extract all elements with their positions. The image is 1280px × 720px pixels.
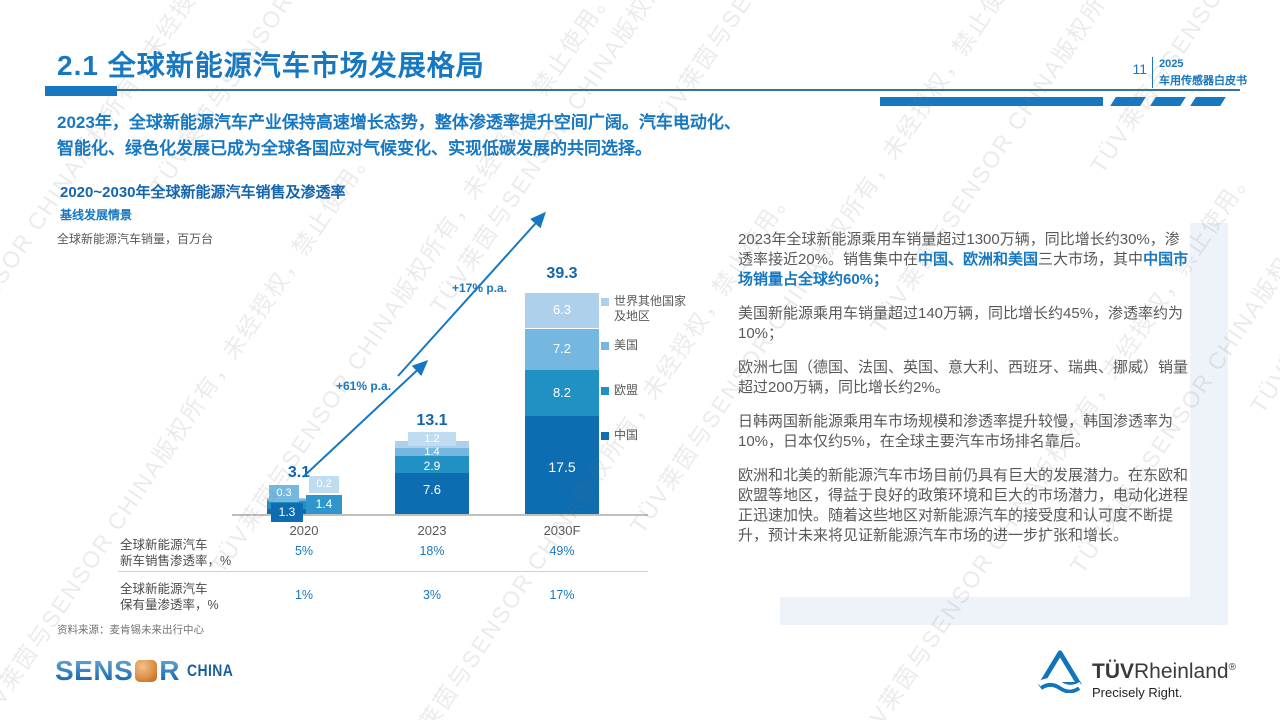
x-tick-2023: 2023 <box>417 523 447 538</box>
total-label-2030: 39.3 <box>546 265 578 282</box>
sensor-logo-o-icon <box>135 660 158 682</box>
x-tick-2030: 2030F <box>543 523 581 538</box>
page-number: 11 <box>1132 61 1147 77</box>
p1-highlight-markets: 中国、欧洲和美国 <box>918 251 1039 268</box>
p1-highlight-china-share: 中国市场销量占全球约60%； <box>738 251 1189 288</box>
legend-entry-china: 中国 <box>601 428 701 443</box>
chart-scenario-label: 基线发展情景 <box>60 208 133 222</box>
legend-label-china: 中国 <box>614 428 639 442</box>
chart-unit-label: 全球新能源汽车销量，百万台 <box>57 232 214 246</box>
table-row2-value-2023: 3% <box>422 588 442 602</box>
sensor-logo-text-r: R <box>159 655 180 686</box>
table-row1-label-line1: 全球新能源汽车 <box>120 538 208 552</box>
p1-text-c: 三大市场，其中 <box>1038 251 1144 268</box>
bar-segment-2023-美国 <box>395 448 469 457</box>
x-tick-2020: 2020 <box>289 523 319 538</box>
legend-swatch-row <box>601 298 609 306</box>
page-title: 2.1 全球新能源汽车市场发展格局 <box>57 50 485 81</box>
table-row1-label: 全球新能源汽车 新车销售渗透率，% <box>120 537 250 569</box>
whitepaper-name: 车用传感器白皮书 <box>1159 75 1247 87</box>
tuv-rheinland-logo: TÜVRheinland® Precisely Right. <box>1037 649 1236 700</box>
p1-text-a: 2023年全球新能源乘用车销量超过1300万辆，同比增长约30%，渗透率接近20… <box>738 231 1180 268</box>
table-row1-value-2023: 18% <box>419 544 445 558</box>
bar-segment-2020-欧盟 <box>267 500 341 509</box>
total-label-2023: 13.1 <box>416 412 448 429</box>
value-label-eu-2030: 8.2 <box>552 385 572 400</box>
table-row2-label-line2: 保有量渗透率，% <box>120 598 219 612</box>
bar-segment-2030F-中国 <box>525 416 599 517</box>
sensor-china-logo: SENS R CHINA <box>55 655 243 687</box>
bar-segment-2023-中国 <box>395 472 469 516</box>
table-row1-value-2030: 49% <box>549 544 575 558</box>
tuv-brand-name: TÜVRheinland® <box>1092 657 1236 683</box>
analysis-text-card: 2023年全球新能源乘用车销量超过1300万辆，同比增长约30%，渗透率接近20… <box>735 222 1190 597</box>
table-row1-label-line2: 新车销售渗透率，% <box>120 554 232 568</box>
analysis-paragraph-3: 欧洲七国（德国、法国、英国、意大利、西班牙、瑞典、挪威）销量超过200万辆，同比… <box>738 359 1189 396</box>
legend-entry-row: 世界其他国家及地区 <box>601 294 701 324</box>
value-label-eu-2023: 2.9 <box>423 459 441 473</box>
sensor-logo-text-sens: SENS <box>55 655 134 686</box>
value-label-china-2030: 17.5 <box>548 459 576 475</box>
value-chip-us-2020: 0.3 <box>269 485 299 502</box>
growth-label-17: +17% p.a. <box>452 281 508 295</box>
title-underline-accent <box>45 86 117 96</box>
legend-entry-us: 美国 <box>601 338 701 353</box>
legend-swatch-china <box>601 432 609 440</box>
legend-label-eu: 欧盟 <box>614 383 639 397</box>
table-row2-label-line1: 全球新能源汽车 <box>120 582 208 596</box>
analysis-paragraph-2: 美国新能源乘用车销量超过140万辆，同比增长约45%，渗透率约为10%； <box>738 305 1184 342</box>
value-chip-row-2023: 1.2 <box>408 432 456 446</box>
tuv-brand-bold: TÜV <box>1092 660 1134 683</box>
tuv-reg-mark: ® <box>1228 662 1236 673</box>
value-chip-row-2020: 0.2 <box>309 476 339 493</box>
title-underline <box>117 89 1240 91</box>
value-label-row-2030: 6.3 <box>552 302 572 317</box>
bar-segment-2020-世界其他国家及地区 <box>267 497 341 499</box>
intro-paragraph: 2023年，全球新能源汽车产业保持高速增长态势，整体渗透率提升空间广阔。汽车电动… <box>57 110 777 162</box>
value-label-china-2023: 7.6 <box>422 482 442 497</box>
intro-line-2: 智能化、绿色化发展已成为全球各国应对气候变化、实现低碳发展的共同选择。 <box>57 139 652 158</box>
sensor-logo-text-china: CHINA <box>186 661 234 680</box>
tuv-triangle-icon <box>1037 650 1083 693</box>
legend-entry-eu: 欧盟 <box>601 383 701 398</box>
tuv-text-block: TÜVRheinland® Precisely Right. <box>1092 649 1236 701</box>
value-label-us-2030: 7.2 <box>552 341 572 356</box>
value-label-us-2023: 1.4 <box>424 446 440 458</box>
bar-segment-2030F-欧盟 <box>525 369 599 417</box>
analysis-paragraph-5: 欧洲和北美的新能源汽车市场目前仍具有巨大的发展潜力。在东欧和欧盟等地区，得益于良… <box>738 467 1189 544</box>
growth-label-61: +61% p.a. <box>336 379 392 393</box>
bar-segment-2020-中国 <box>267 508 341 516</box>
intro-line-1: 2023年，全球新能源汽车产业保持高速增长态势，整体渗透率提升空间广阔。汽车电动… <box>57 113 741 132</box>
analysis-paragraph-1: 2023年全球新能源乘用车销量超过1300万辆，同比增长约30%，渗透率接近20… <box>738 230 1190 290</box>
table-row2-label: 全球新能源汽车 保有量渗透率，% <box>120 581 250 613</box>
value-chip-china-2020: 1.3 <box>271 503 303 522</box>
page-number-separator <box>1152 57 1153 88</box>
legend-label-row: 世界其他国家及地区 <box>614 294 687 323</box>
legend-swatch-us <box>601 342 609 350</box>
source-note: 资料来源：麦肯锡未来出行中心 <box>57 624 204 636</box>
bar-segment-2020-美国 <box>267 498 341 501</box>
table-divider <box>118 571 648 572</box>
table-row1-value-2020: 5% <box>294 544 314 558</box>
legend-label-us: 美国 <box>614 338 639 352</box>
table-row2-value-2030: 17% <box>549 588 575 602</box>
x-axis-line <box>232 514 648 516</box>
value-chip-eu-2020: 1.4 <box>306 495 342 514</box>
table-row2-value-2020: 1% <box>294 588 314 602</box>
legend-swatch-eu <box>601 387 609 395</box>
tuv-brand-rest: Rheinland <box>1134 660 1229 683</box>
edition-year: 2025 <box>1159 58 1184 70</box>
tuv-tagline: Precisely Right. <box>1092 685 1183 700</box>
chart-title: 2020~2030年全球新能源汽车销售及渗透率 <box>60 184 346 201</box>
header-deco-bar <box>880 97 1103 106</box>
analysis-paragraph-4: 日韩两国新能源乘用车市场规模和渗透率提升较慢，韩国渗透率为10%，日本仅约5%，… <box>738 413 1174 450</box>
